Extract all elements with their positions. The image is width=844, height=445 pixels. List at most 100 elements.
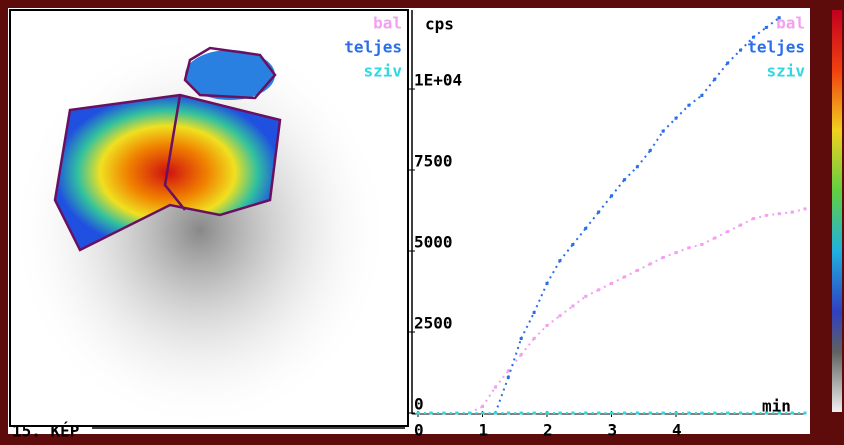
data-point <box>558 314 562 318</box>
data-point <box>635 165 639 169</box>
data-point <box>506 369 510 373</box>
data-point <box>713 411 717 415</box>
image-border <box>9 9 409 427</box>
data-point <box>416 411 420 415</box>
series-line <box>740 217 754 226</box>
data-point <box>506 411 510 415</box>
series-line <box>636 263 651 272</box>
data-point <box>493 385 497 389</box>
x-tick-label: 3 <box>608 421 618 440</box>
color-scale <box>832 10 842 412</box>
series-line <box>585 288 600 298</box>
x-axis-label: min <box>762 397 791 416</box>
data-point <box>764 213 768 217</box>
data-point <box>571 304 575 308</box>
data-point <box>726 230 730 234</box>
image-legend-entry: bal <box>373 14 402 33</box>
data-point <box>622 178 626 182</box>
data-point <box>751 217 755 221</box>
legend-entry: teljes <box>747 38 805 57</box>
data-point <box>545 324 549 328</box>
data-point <box>610 194 613 198</box>
data-point <box>519 353 523 357</box>
data-point <box>506 375 510 379</box>
data-point <box>751 35 755 39</box>
data-point <box>751 411 755 415</box>
data-point <box>674 116 678 120</box>
x-tick-label: 2 <box>543 421 553 440</box>
data-point <box>455 411 459 415</box>
data-point <box>584 294 588 298</box>
data-point <box>777 16 781 20</box>
data-point <box>674 251 678 255</box>
data-point <box>764 411 768 415</box>
data-point <box>648 149 652 153</box>
data-point <box>764 25 768 29</box>
data-point <box>545 281 549 285</box>
data-point <box>687 103 691 107</box>
data-point <box>700 93 704 97</box>
data-point <box>790 210 794 214</box>
data-point <box>661 255 665 259</box>
y-tick-label: 2500 <box>414 314 453 333</box>
y-tick-label: 7500 <box>414 152 453 171</box>
data-point <box>597 411 601 415</box>
data-point <box>468 411 472 415</box>
series-line <box>520 312 535 339</box>
series-line <box>494 377 510 414</box>
y-tick-label: 5000 <box>414 233 453 252</box>
x-tick-label: 4 <box>672 421 682 440</box>
series-line <box>675 246 690 254</box>
data-point <box>545 411 549 415</box>
series-line <box>779 211 793 215</box>
data-point <box>713 236 717 240</box>
y-axis-label: cps <box>425 15 454 34</box>
x-tick-label: 1 <box>479 421 489 440</box>
series-line <box>701 237 716 246</box>
data-point <box>558 259 562 263</box>
data-point <box>622 411 626 415</box>
data-point <box>442 411 446 415</box>
data-point <box>674 411 678 415</box>
series-line <box>469 405 483 414</box>
data-point <box>635 268 639 272</box>
data-point <box>610 411 613 415</box>
image-legend-entry: teljes <box>344 38 402 57</box>
data-point <box>635 411 639 415</box>
series-line <box>559 305 574 317</box>
data-point <box>481 411 484 415</box>
data-point <box>700 411 704 415</box>
data-point <box>493 411 497 415</box>
data-point <box>622 275 626 279</box>
data-point <box>739 411 742 415</box>
series-line <box>662 251 677 259</box>
data-point <box>726 61 730 65</box>
series-line <box>688 94 703 107</box>
series-line <box>753 214 767 220</box>
series-line <box>752 26 767 38</box>
data-point <box>597 210 601 214</box>
data-point <box>584 411 588 415</box>
series-line <box>546 260 561 284</box>
data-point <box>790 411 794 415</box>
series-line <box>766 212 780 217</box>
y-tick-label: 0 <box>414 395 424 414</box>
data-point <box>713 77 717 81</box>
series-line <box>649 256 664 265</box>
series-line <box>791 207 806 214</box>
data-point <box>532 336 536 340</box>
data-point <box>648 262 652 266</box>
y-tick-label: 1E+04 <box>414 71 462 90</box>
series-line <box>649 130 664 152</box>
data-point <box>777 212 781 216</box>
data-point <box>777 411 781 415</box>
legend-entry: sziv <box>766 62 805 81</box>
series-line <box>572 295 587 307</box>
image-label: 15. KÉP <box>12 422 79 441</box>
data-point <box>558 411 562 415</box>
data-point <box>571 243 575 247</box>
legend-entry: bal <box>776 14 805 33</box>
series-line <box>727 224 741 233</box>
data-point <box>700 243 704 247</box>
